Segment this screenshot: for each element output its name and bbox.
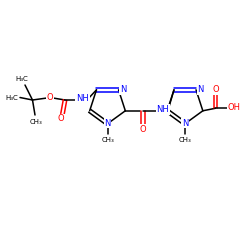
Text: N: N [197,85,204,94]
Text: CH₃: CH₃ [101,137,114,143]
Text: CH₃: CH₃ [178,137,192,143]
Text: N: N [182,118,188,128]
Text: O: O [212,85,219,94]
Text: H₃C: H₃C [5,94,18,100]
Text: NH: NH [156,105,169,114]
Text: CH₃: CH₃ [30,120,42,126]
Text: NH: NH [76,94,89,103]
Text: OH: OH [228,102,240,112]
Text: O: O [140,125,146,134]
Text: O: O [58,114,64,123]
Text: N: N [104,118,111,128]
Text: O: O [47,93,53,102]
Text: N: N [120,85,126,94]
Text: H₃C: H₃C [15,76,28,82]
